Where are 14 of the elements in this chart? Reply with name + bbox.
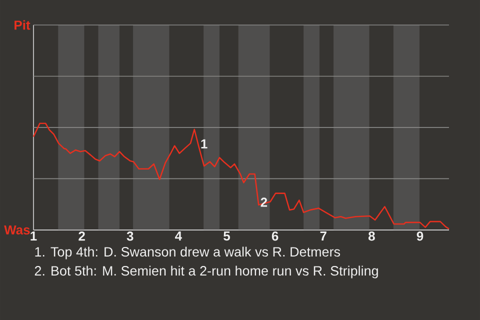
- annotation: Pit: [14, 20, 30, 30]
- x-tick-label: 1: [30, 232, 37, 240]
- annotation: Was: [4, 225, 30, 235]
- x-tick-label: 5: [224, 232, 230, 241]
- x-tick-label: 6: [272, 232, 278, 241]
- x-tick-label: 3: [126, 232, 134, 241]
- text: 1. Top 4th: D. Swanson drew a walk vs R. Detmers: [35, 246, 340, 260]
- x-tick-label: 9: [416, 232, 424, 241]
- x-tick-label: 4: [175, 232, 182, 240]
- text: 2. Bot 5th: M. Semien hit a 2-run home run vs R. Stripling: [34, 266, 378, 278]
- x-tick-label: 7: [320, 232, 326, 240]
- x-tick-label: 8: [368, 232, 375, 241]
- annotation: 1: [201, 139, 208, 148]
- x-tick-label: 2: [78, 232, 85, 241]
